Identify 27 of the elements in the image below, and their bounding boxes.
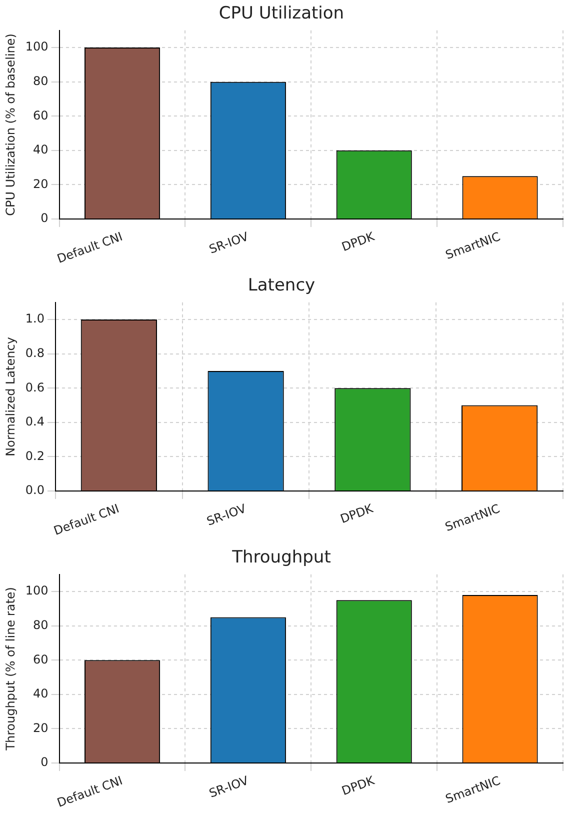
- y-tick-label: 60: [33, 108, 48, 122]
- y-tick-label: 0.8: [25, 346, 44, 360]
- y-tick-label: 100: [25, 584, 48, 598]
- y-tick-label: 0.6: [25, 380, 44, 394]
- x-tick-label: DPDK: [338, 501, 376, 526]
- chart-title: CPU Utilization: [218, 4, 344, 24]
- y-tick-label: 0: [40, 211, 48, 226]
- y-tick-label: 0: [40, 755, 48, 770]
- y-tick-label: 80: [33, 618, 48, 632]
- chart-title: Latency: [248, 276, 316, 296]
- y-tick-label: 60: [33, 652, 48, 666]
- chart-title: Throughput: [231, 548, 332, 568]
- y-tick-label: 40: [33, 142, 48, 157]
- y-tick-label: 0.4: [25, 414, 44, 429]
- y-tick-label: 40: [33, 686, 48, 701]
- y-tick-label: 0.2: [25, 448, 44, 463]
- y-tick-label: 1.0: [25, 312, 44, 326]
- y-tick-label: 80: [33, 74, 48, 88]
- y-tick-label: 20: [33, 176, 48, 191]
- x-tick-label: DPDK: [340, 229, 378, 254]
- y-axis-title: Normalized Latency: [3, 337, 18, 456]
- y-tick-label: 20: [33, 720, 48, 735]
- y-axis-title: CPU Utilization (% of baseline): [3, 34, 18, 216]
- y-tick-label: 0.0: [25, 483, 44, 498]
- y-axis-title: Throughput (% of line rate): [3, 587, 18, 752]
- x-tick-label: DPDK: [340, 773, 378, 798]
- y-tick-label: 100: [25, 40, 48, 54]
